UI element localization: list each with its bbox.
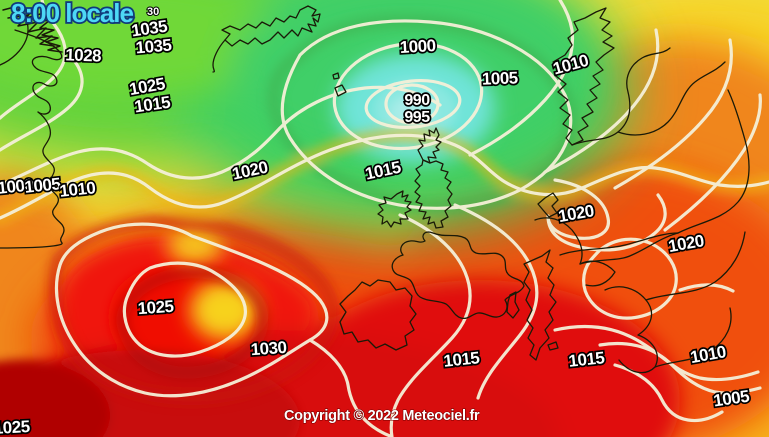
svg-text:990: 990 [404, 92, 430, 109]
svg-text:1015: 1015 [568, 348, 606, 371]
svg-text:1005: 1005 [24, 174, 62, 197]
svg-text:Copyright © 2022 Meteociel.fr: Copyright © 2022 Meteociel.fr [284, 408, 480, 424]
svg-text:995: 995 [404, 109, 430, 126]
svg-text:1028: 1028 [65, 45, 102, 65]
svg-text:1030: 1030 [250, 338, 287, 359]
svg-text:1010: 1010 [59, 178, 97, 201]
svg-text:1025: 1025 [137, 297, 174, 318]
svg-text:30: 30 [147, 6, 159, 18]
svg-text:1005: 1005 [482, 68, 519, 88]
svg-text:1035: 1035 [135, 35, 172, 57]
svg-text:8:00 locale: 8:00 locale [11, 0, 134, 28]
svg-text:1000: 1000 [399, 36, 436, 57]
svg-text:1015: 1015 [443, 348, 481, 371]
svg-text:1025: 1025 [0, 417, 30, 437]
